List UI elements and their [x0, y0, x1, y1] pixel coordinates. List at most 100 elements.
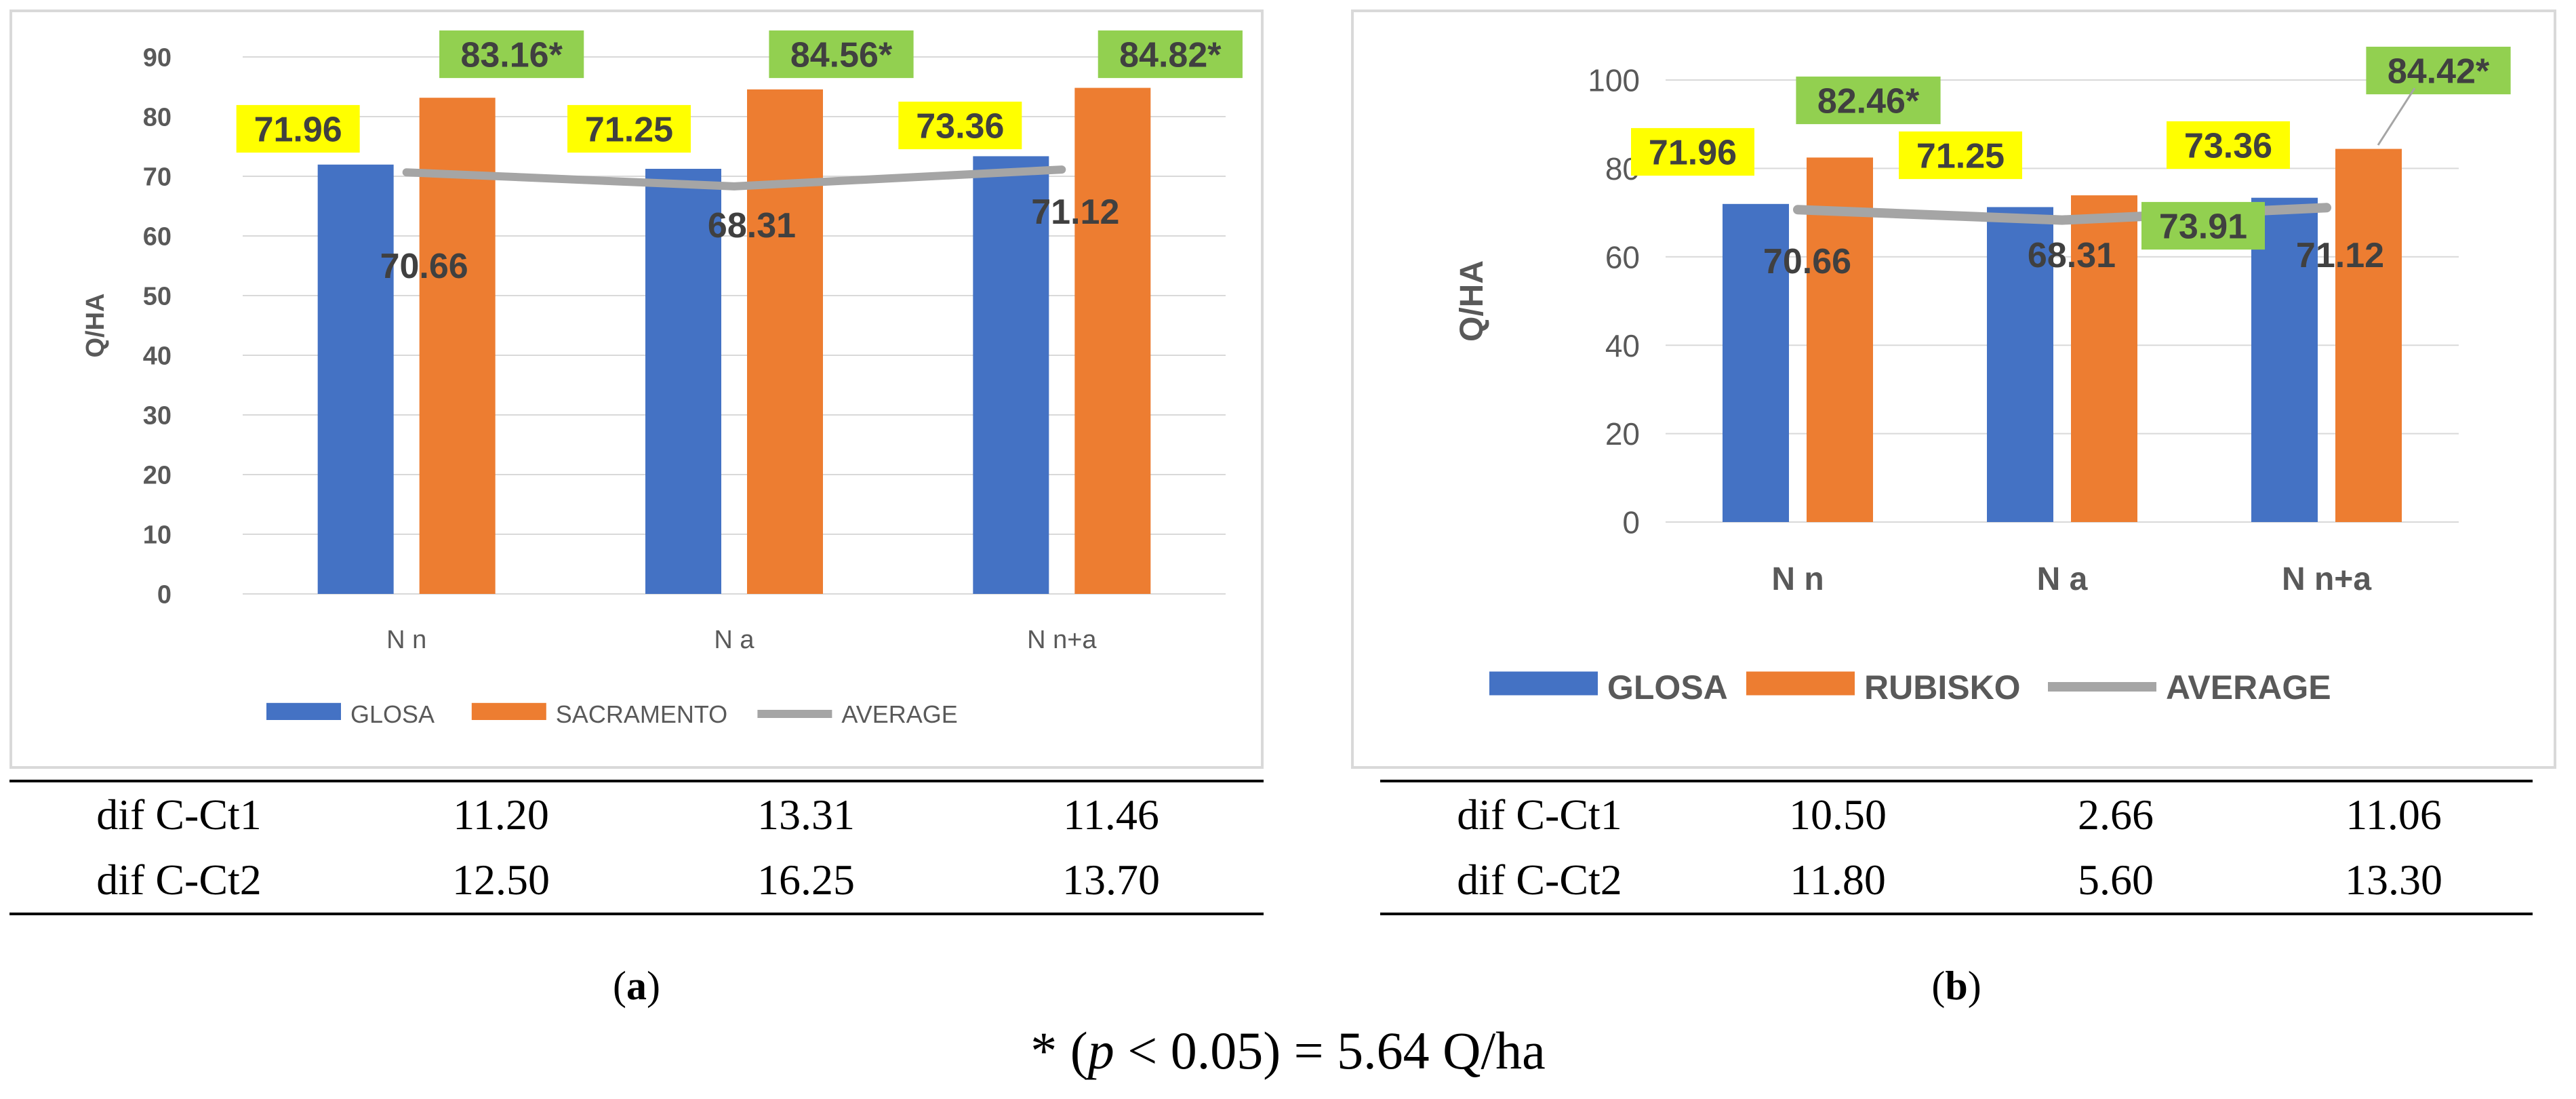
- data-label: 68.31: [2028, 236, 2116, 275]
- y-axis-label: Q/HA: [81, 294, 110, 358]
- y-tick-label: 50: [143, 283, 172, 311]
- x-tick-label: N n: [1771, 561, 1824, 597]
- legend-swatch: [1746, 671, 1855, 696]
- data-label: 73.36: [2184, 127, 2272, 166]
- data-label-box: [769, 30, 914, 79]
- x-tick-label: N n+a: [2282, 561, 2371, 597]
- bar: [1074, 87, 1151, 595]
- bar: [1723, 203, 1789, 522]
- table-cell: 12.50: [452, 856, 550, 904]
- legend-entry: RUBISKO: [1864, 668, 2021, 706]
- y-tick-label: 60: [143, 223, 172, 252]
- data-label: 71.25: [1916, 137, 2005, 176]
- data-label: 84.82*: [1119, 36, 1222, 75]
- data-label: 71.96: [1649, 134, 1737, 173]
- bar: [973, 156, 1049, 594]
- table-cell: 5.60: [2078, 856, 2154, 904]
- y-tick-label: 20: [1605, 416, 1640, 452]
- legend-entry: SACRAMENTO: [556, 700, 727, 728]
- legend-entry: AVERAGE: [841, 700, 957, 728]
- row-label: dif C-Ct1: [1457, 791, 1622, 839]
- data-label: 70.66: [380, 247, 468, 286]
- diff-table-b: dif C-Ct1 10.50 2.66 11.06 dif C-Ct2 11.…: [1380, 780, 2533, 915]
- data-label-box: [567, 104, 691, 153]
- table-cell: 13.70: [1062, 856, 1160, 904]
- data-label: 70.66: [1763, 242, 1851, 281]
- data-label-box: [439, 30, 584, 79]
- series-line-average: [402, 165, 1066, 191]
- data-label: 71.12: [2296, 236, 2384, 275]
- bar: [645, 169, 721, 594]
- panel-label-a: (a): [613, 963, 660, 1008]
- y-tick-label: 60: [1605, 239, 1640, 275]
- data-label: 71.96: [254, 111, 342, 150]
- y-tick-label: 0: [1622, 505, 1640, 540]
- table-row: dif C-Ct1 11.20 13.31 11.46: [9, 781, 1264, 847]
- data-label-box: [1631, 127, 1754, 176]
- data-label: 73.36: [916, 107, 1004, 146]
- y-tick-label: 40: [1605, 328, 1640, 363]
- table-row: dif C-Ct1 10.50 2.66 11.06: [1380, 781, 2533, 847]
- table-cell: 10.50: [1789, 791, 1887, 839]
- bar: [2251, 197, 2318, 522]
- bar: [2071, 195, 2137, 522]
- data-label: 71.12: [1031, 193, 1119, 232]
- row-label: dif C-Ct2: [1457, 856, 1622, 904]
- data-label: 68.31: [708, 206, 796, 245]
- y-tick-label: 0: [157, 581, 172, 610]
- data-label-box: [2167, 121, 2290, 169]
- data-label: 73.91: [2159, 207, 2247, 247]
- bar: [747, 89, 823, 594]
- x-tick-label: N a: [714, 626, 754, 654]
- table-cell: 11.46: [1063, 791, 1159, 839]
- x-tick-label: N n+a: [1027, 626, 1097, 654]
- bar: [317, 164, 394, 594]
- chart-a-frame: 0 10 20 30 40 50 60 70 80 90 Q/HA N n N a N n+a 71.96 8…: [9, 9, 1264, 769]
- y-tick-label: 40: [143, 342, 172, 371]
- x-tick-label: N a: [2037, 561, 2088, 597]
- table-cell: 2.66: [2078, 791, 2154, 839]
- legend-swatch: [266, 702, 341, 720]
- legend-swatch: [1489, 671, 1598, 696]
- y-tick-label: 30: [143, 402, 172, 431]
- row-label: dif C-Ct2: [96, 856, 262, 904]
- footnote: * (p < 0.05) = 5.64 Q/ha: [1030, 1021, 1546, 1080]
- table-cell: 13.30: [2345, 856, 2442, 904]
- y-tick-label: 20: [143, 462, 172, 490]
- y-tick-label: 70: [143, 163, 172, 192]
- legend-entry: GLOSA: [1607, 668, 1728, 706]
- y-tick-label: 10: [143, 521, 172, 550]
- bar: [419, 98, 496, 594]
- data-label-box: [898, 101, 1022, 150]
- y-tick-label: 80: [143, 104, 172, 132]
- y-tick-label: 100: [1588, 63, 1640, 98]
- legend-entry: GLOSA: [350, 700, 435, 728]
- data-label: 84.56*: [790, 36, 893, 75]
- data-label-box: [2366, 46, 2511, 95]
- data-label: 83.16*: [460, 36, 563, 75]
- data-label: 71.25: [585, 111, 673, 150]
- x-tick-label: N n: [386, 626, 426, 654]
- table-cell: 13.31: [757, 791, 855, 839]
- bar: [2335, 148, 2402, 522]
- y-tick-label: 90: [143, 44, 172, 73]
- legend-swatch: [471, 702, 546, 720]
- table-cell: 16.25: [757, 856, 855, 904]
- table-row: dif C-Ct2 11.80 5.60 13.30: [1380, 847, 2533, 914]
- data-label: 84.42*: [2388, 52, 2490, 92]
- data-label-box: [1899, 131, 2022, 180]
- bar: [1987, 207, 2053, 522]
- chart-a: 0 10 20 30 40 50 60 70 80 90 Q/HA N n N a N n+a 71.96 8…: [81, 30, 1243, 728]
- row-label: dif C-Ct1: [96, 791, 262, 839]
- bar: [1807, 157, 1873, 523]
- panel-label-b: (b): [1931, 963, 1981, 1008]
- legend-entry: AVERAGE: [2166, 668, 2331, 706]
- table-cell: 11.06: [2346, 791, 2442, 839]
- table-row: dif C-Ct2 12.50 16.25 13.70: [9, 847, 1264, 914]
- y-axis-label: Q/HA: [1454, 260, 1490, 342]
- data-label-box: [2141, 201, 2265, 250]
- data-label: 82.46*: [1817, 82, 1920, 121]
- leader-line: [2377, 87, 2416, 146]
